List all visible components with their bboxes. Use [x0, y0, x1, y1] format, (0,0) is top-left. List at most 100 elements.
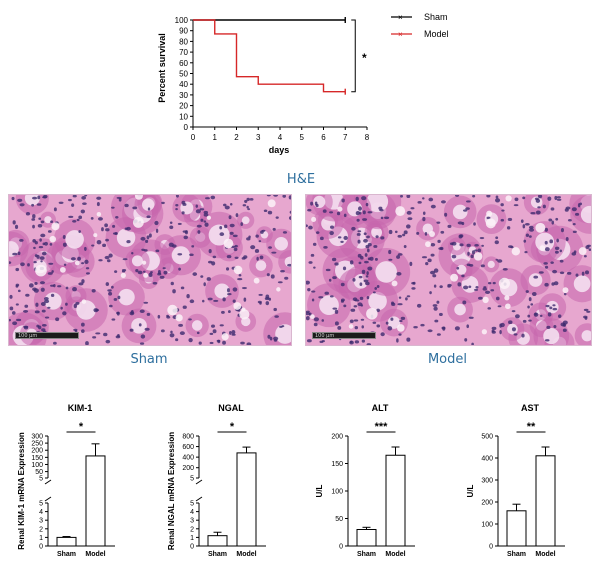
vacuole	[366, 307, 378, 320]
tubule-lumen	[116, 228, 136, 247]
nucleus	[126, 240, 131, 244]
nucleus	[581, 271, 585, 276]
nucleus	[188, 337, 193, 343]
nucleus	[166, 314, 169, 318]
nucleus	[507, 217, 513, 222]
survival-x-tick-label: 2	[234, 133, 239, 142]
nucleus	[41, 309, 46, 313]
nucleus	[183, 235, 189, 240]
nucleus	[117, 295, 121, 300]
nucleus	[234, 256, 239, 260]
nucleus	[500, 218, 505, 222]
nucleus	[226, 267, 230, 271]
nucleus	[495, 195, 499, 199]
nucleus	[458, 234, 463, 239]
nucleus	[480, 264, 485, 268]
survival-y-tick-label: 50	[179, 70, 188, 79]
nucleus	[385, 321, 389, 325]
nucleus	[238, 273, 242, 277]
y-tick-label: 200	[182, 465, 194, 472]
nucleus	[378, 206, 383, 210]
y-tick-label: 200	[481, 500, 493, 507]
nucleus	[24, 304, 29, 308]
nucleus	[85, 272, 90, 275]
nucleus	[500, 203, 504, 207]
vacuole	[142, 260, 147, 265]
nucleus	[104, 255, 110, 260]
nucleus	[513, 204, 519, 207]
nucleus	[212, 255, 217, 259]
y-tick-label: 3	[39, 518, 43, 525]
nucleus	[573, 250, 577, 254]
nucleus	[361, 325, 364, 329]
nucleus	[237, 277, 243, 281]
nucleus	[228, 310, 231, 314]
nucleus	[356, 233, 361, 236]
nucleus	[548, 218, 553, 222]
bar-model	[535, 455, 556, 547]
nucleus	[219, 226, 223, 230]
nucleus	[44, 241, 48, 246]
x-tick-label: Sham	[208, 551, 227, 558]
nucleus	[336, 211, 341, 216]
vacuole	[253, 277, 260, 284]
nucleus	[438, 312, 443, 316]
vacuole	[223, 238, 234, 249]
nucleus	[524, 251, 528, 254]
nucleus	[103, 332, 108, 337]
nucleus	[360, 318, 365, 321]
nucleus	[470, 254, 474, 259]
tubule-lumen	[371, 227, 383, 238]
nucleus	[356, 218, 360, 222]
nucleus	[105, 339, 111, 344]
nucleus	[528, 235, 532, 238]
nucleus	[137, 270, 143, 275]
nucleus	[227, 293, 232, 296]
nucleus	[403, 230, 408, 235]
vacuole	[397, 324, 405, 332]
vacuole	[74, 260, 80, 266]
nucleus	[394, 230, 398, 234]
nucleus	[179, 331, 185, 335]
nucleus	[111, 206, 115, 209]
nucleus	[322, 209, 327, 213]
nucleus	[23, 310, 29, 313]
nucleus	[175, 338, 179, 342]
survival-line-model	[193, 19, 346, 93]
nucleus	[160, 329, 165, 333]
nucleus	[362, 210, 366, 215]
vacuole	[143, 272, 149, 278]
nucleus	[211, 261, 216, 266]
nucleus	[240, 222, 243, 227]
tubule-lumen	[313, 195, 326, 208]
chart-title: AST	[521, 403, 540, 413]
nucleus	[549, 239, 554, 244]
nucleus	[139, 342, 145, 345]
chart-title: KIM-1	[68, 403, 93, 413]
y-tick-label: 250	[31, 441, 43, 448]
nucleus	[366, 248, 370, 253]
nucleus	[20, 262, 25, 267]
nucleus	[209, 341, 214, 344]
nucleus	[439, 246, 444, 251]
nucleus	[32, 196, 38, 200]
nucleus	[444, 212, 448, 217]
nucleus	[60, 306, 63, 310]
nucleus	[143, 301, 149, 304]
nucleus	[487, 307, 492, 310]
nucleus	[535, 210, 541, 215]
nucleus	[124, 227, 128, 231]
nucleus	[400, 195, 403, 198]
nucleus	[170, 281, 174, 286]
nucleus	[196, 224, 202, 228]
nucleus	[457, 282, 462, 287]
nucleus	[403, 245, 407, 249]
vacuole	[51, 222, 60, 231]
nucleus	[204, 222, 209, 227]
nucleus	[508, 245, 513, 248]
nucleus	[247, 208, 251, 211]
nucleus	[132, 206, 138, 210]
nucleus	[91, 244, 95, 247]
nucleus	[67, 198, 72, 202]
nucleus	[511, 327, 516, 332]
